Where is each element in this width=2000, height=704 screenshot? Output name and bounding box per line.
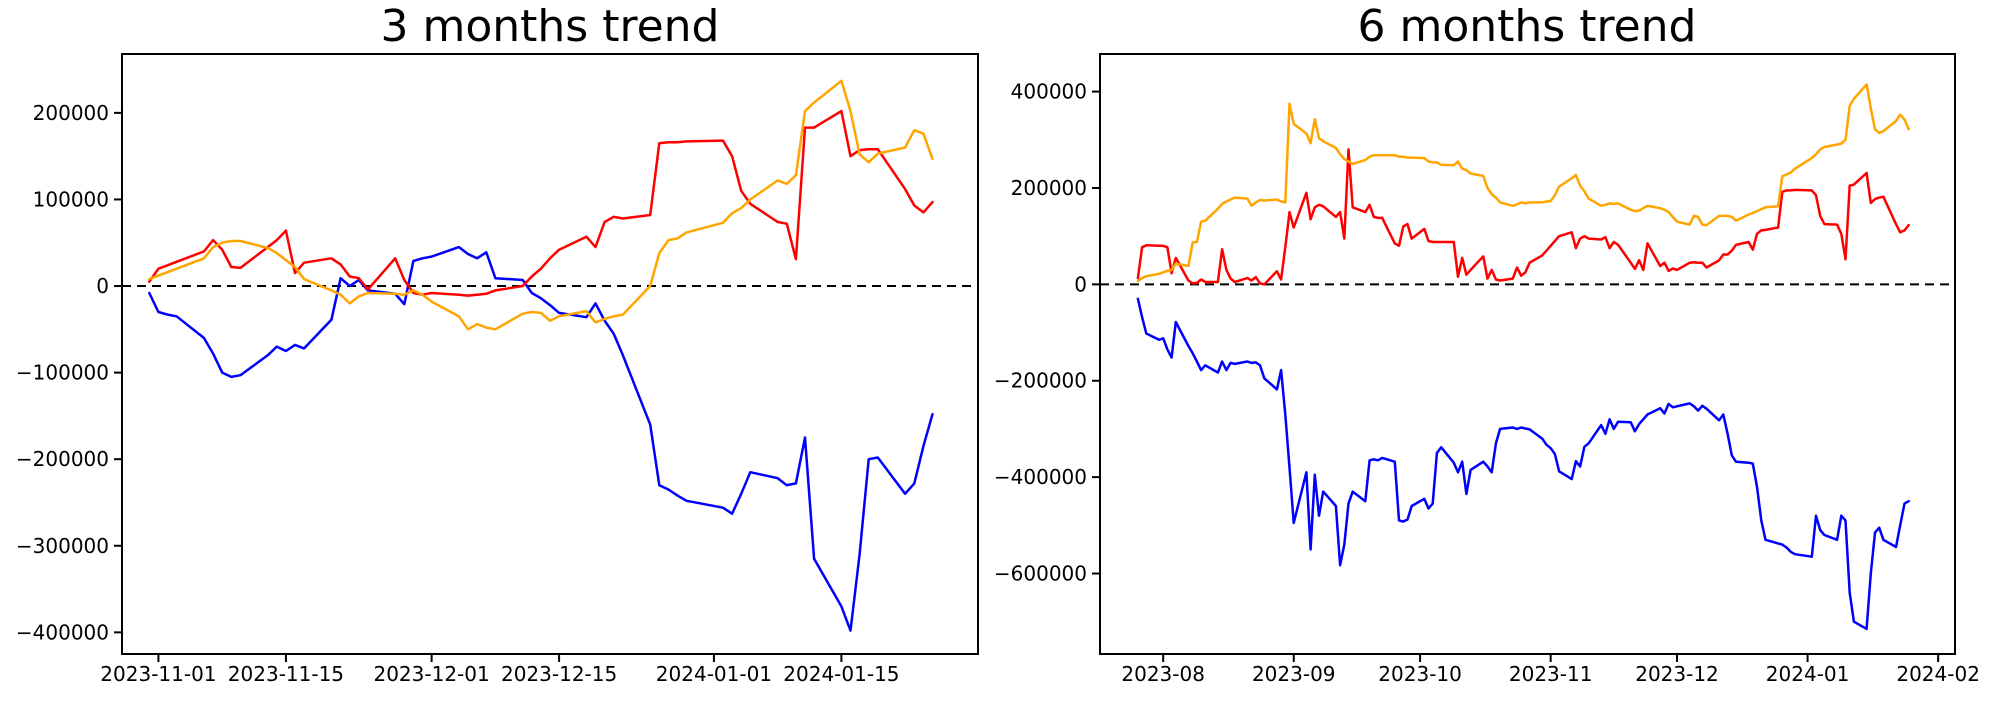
y-tick-label: 400000	[1011, 80, 1087, 104]
y-tick-label: −100000	[16, 361, 109, 385]
chart-title-3-months: 3 months trend	[380, 1, 720, 52]
y-tick-label: 200000	[33, 101, 109, 125]
series-line-blue	[148, 245, 934, 632]
y-tick-label: −200000	[994, 369, 1087, 393]
x-tick-label: 2023-10	[1378, 662, 1462, 686]
x-tick-label: 2024-01	[1766, 662, 1850, 686]
y-tick-label: −600000	[994, 562, 1087, 586]
y-tick-label: −400000	[994, 465, 1087, 489]
chart-title-6-months: 6 months trend	[1357, 1, 1697, 52]
y-tick-label: −400000	[16, 620, 109, 644]
y-tick-label: 0	[96, 274, 109, 298]
y-tick-label: −300000	[16, 534, 109, 558]
y-tick-label: 200000	[1011, 176, 1087, 200]
series-line-orange	[148, 79, 934, 331]
y-tick-label: −200000	[16, 447, 109, 471]
plot-border	[121, 53, 979, 655]
x-tick-label: 2023-11-01	[100, 662, 216, 686]
x-tick-label: 2023-09	[1252, 662, 1336, 686]
chart-6-months: 400000 200000 0 −200000 −400000 −600000 2023-0…	[994, 53, 1980, 686]
plot-border	[1099, 53, 1956, 655]
x-tick-label: 2023-12-15	[501, 662, 617, 686]
series-line-red	[148, 109, 934, 297]
x-tick-label: 2023-12-01	[373, 662, 489, 686]
x-tick-label: 2023-12	[1635, 662, 1719, 686]
series-line-blue	[1136, 297, 1910, 631]
x-tick-label: 2023-11-15	[228, 662, 344, 686]
x-tick-label: 2024-01-01	[656, 662, 772, 686]
series-line-red	[1136, 148, 1910, 286]
series-line-orange	[1136, 83, 1910, 283]
chart-3-months: 200000 100000 0 −100000 −200000 −300000 −40000…	[16, 53, 979, 686]
x-tick-label: 2024-02	[1896, 662, 1980, 686]
y-tick-label: 100000	[33, 187, 109, 211]
x-tick-label: 2023-11	[1509, 662, 1593, 686]
x-tick-label: 2023-08	[1121, 662, 1205, 686]
y-tick-label: 0	[1074, 272, 1087, 296]
x-tick-label: 2024-01-15	[783, 662, 899, 686]
